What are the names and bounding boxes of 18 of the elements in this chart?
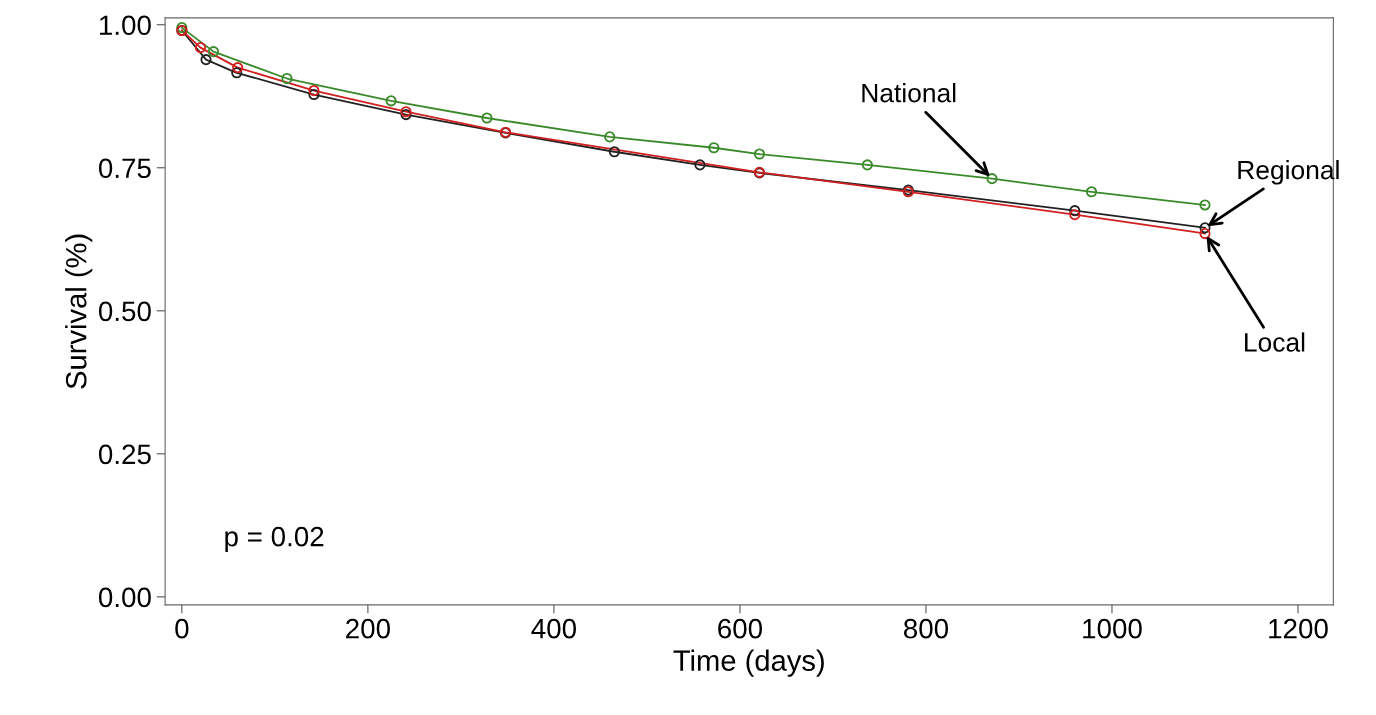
x-tick-label: 1000 [1083, 618, 1142, 639]
x-tick-label: 600 [718, 618, 763, 639]
x-axis-title: Time (days) [673, 649, 824, 677]
x-tick-label: 400 [531, 618, 576, 639]
annotation: p = 0.02 [225, 526, 324, 552]
y-tick-label: 0.75 [98, 158, 151, 179]
y-tick-label: 0.50 [98, 301, 151, 322]
series-label: Regional [1238, 159, 1339, 185]
x-tick-label: 200 [346, 618, 390, 639]
x-tick-label: 1200 [1269, 618, 1328, 639]
x-tick-label: 0 [175, 618, 189, 639]
text: Local [1245, 332, 1305, 352]
y-tick-label: 0.00 [98, 587, 151, 608]
y-tick-label: 1.00 [99, 15, 151, 36]
x-tick-label: 800 [903, 618, 949, 639]
y-axis-title: Survival (%) [65, 234, 93, 389]
text: National [862, 83, 956, 103]
y-tick-label: 0.25 [98, 444, 151, 465]
